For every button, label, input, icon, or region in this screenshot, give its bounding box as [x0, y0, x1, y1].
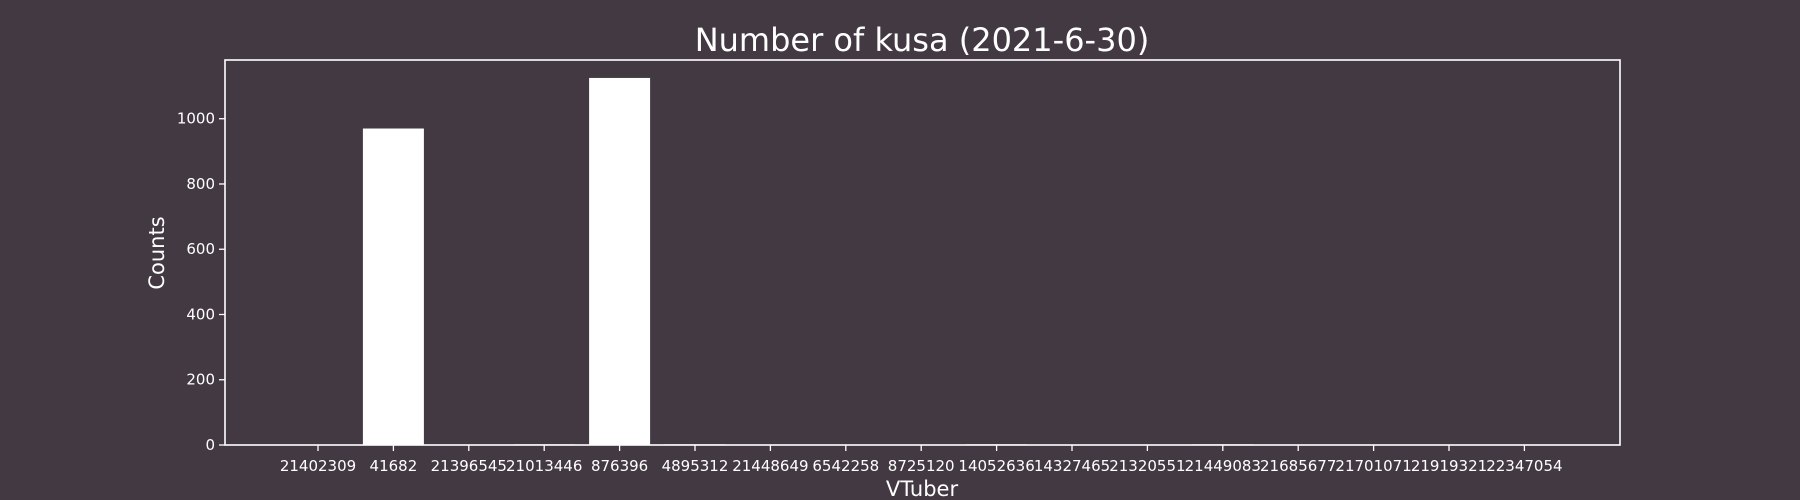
x-axis-ticks: 21402309 41682 21396545 21013446 876396 48953… [280, 445, 1563, 475]
bar [589, 77, 651, 445]
x-tick-label: 21396545 [431, 457, 507, 475]
x-tick-label: 21320551 [1109, 457, 1185, 475]
x-tick-label: 14327465 [1034, 457, 1110, 475]
y-tick-label: 400 [186, 305, 215, 323]
x-tick-label: 22347054 [1486, 457, 1562, 475]
x-tick-label: 4895312 [662, 457, 729, 475]
y-axis-ticks: 0 200 400 600 800 1000 [177, 110, 225, 454]
x-tick-label: 21449083 [1185, 457, 1261, 475]
y-tick-label: 800 [186, 175, 215, 193]
x-tick-label: 21013446 [506, 457, 582, 475]
y-tick-label: 1000 [177, 110, 215, 128]
x-tick-label: 21701071 [1335, 457, 1411, 475]
x-tick-label: 21919321 [1411, 457, 1487, 475]
x-tick-label: 21685677 [1260, 457, 1336, 475]
y-axis-label: Counts [145, 216, 169, 289]
y-tick-label: 0 [205, 436, 215, 454]
x-tick-label: 21402309 [280, 457, 356, 475]
x-axis-label: VTuber [886, 477, 959, 500]
x-tick-label: 14052636 [958, 457, 1034, 475]
plot-frame [224, 59, 1621, 446]
y-tick-label: 600 [186, 240, 215, 258]
y-tick-label: 200 [186, 371, 215, 389]
chart-title: Number of kusa (2021-6-30) [695, 21, 1150, 59]
x-tick-label: 8725120 [888, 457, 955, 475]
bars-group [362, 77, 1254, 445]
x-tick-label: 876396 [591, 457, 648, 475]
x-tick-label: 21448649 [732, 457, 808, 475]
x-tick-label: 6542258 [812, 457, 879, 475]
x-tick-label: 41682 [370, 457, 418, 475]
bar [362, 128, 424, 445]
